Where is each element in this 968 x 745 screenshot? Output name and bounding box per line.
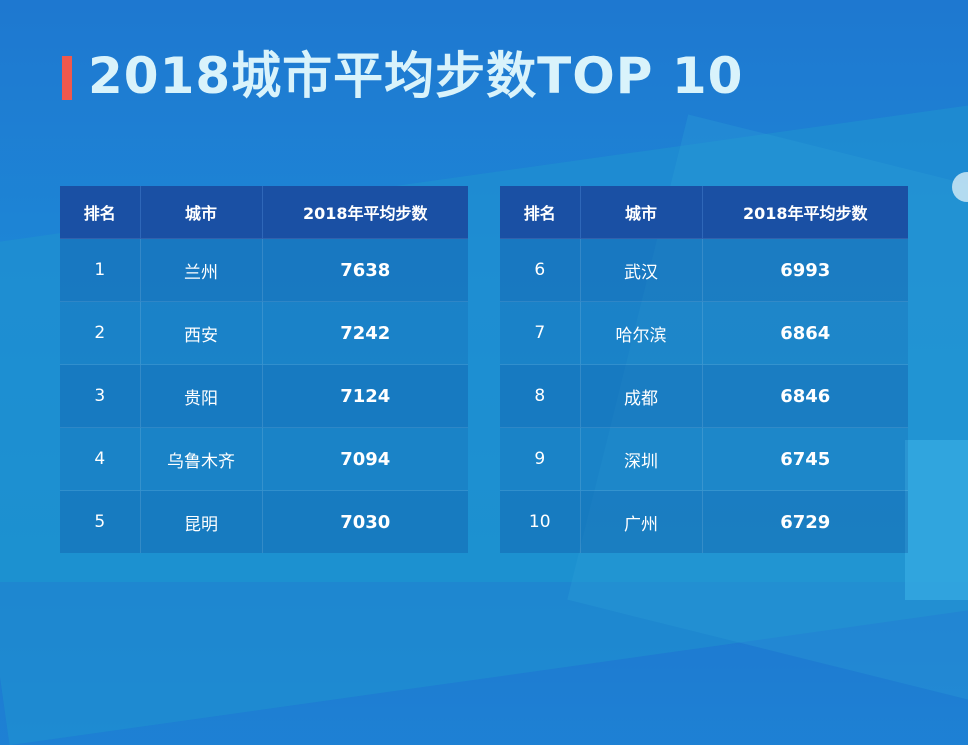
table-row: 3 贵阳 7124 (60, 364, 468, 428)
table-row: 7 哈尔滨 6864 (500, 301, 908, 365)
edge-circle-decoration (952, 172, 968, 202)
steps-cell: 6864 (702, 301, 908, 365)
city-cell: 广州 (580, 490, 703, 553)
table-row: 8 成都 6846 (500, 364, 908, 428)
column-header-rank: 排名 (500, 186, 581, 239)
city-cell: 乌鲁木齐 (140, 427, 263, 491)
city-cell: 西安 (140, 301, 263, 365)
city-cell: 贵阳 (140, 364, 263, 428)
column-header-steps: 2018年平均步数 (262, 186, 468, 239)
steps-cell: 6993 (702, 238, 908, 302)
steps-cell: 7094 (262, 427, 468, 491)
rank-cell: 7 (500, 301, 581, 365)
table-row: 5 昆明 7030 (60, 490, 468, 553)
table-header-row: 排名 城市 2018年平均步数 (500, 186, 908, 239)
table-row: 9 深圳 6745 (500, 427, 908, 491)
steps-cell: 6745 (702, 427, 908, 491)
rank-cell: 2 (60, 301, 141, 365)
table-row: 10 广州 6729 (500, 490, 908, 553)
rank-cell: 5 (60, 490, 141, 553)
background-shape (905, 440, 968, 600)
rank-cell: 8 (500, 364, 581, 428)
column-header-rank: 排名 (60, 186, 141, 239)
steps-cell: 6729 (702, 490, 908, 553)
table-row: 2 西安 7242 (60, 301, 468, 365)
city-cell: 成都 (580, 364, 703, 428)
table-row: 6 武汉 6993 (500, 238, 908, 302)
city-cell: 哈尔滨 (580, 301, 703, 365)
city-cell: 昆明 (140, 490, 263, 553)
column-header-city: 城市 (580, 186, 703, 239)
rank-cell: 9 (500, 427, 581, 491)
rank-cell: 3 (60, 364, 141, 428)
title-accent-bar (62, 56, 72, 100)
table-row: 1 兰州 7638 (60, 238, 468, 302)
steps-cell: 7242 (262, 301, 468, 365)
table-row: 4 乌鲁木齐 7094 (60, 427, 468, 491)
city-cell: 武汉 (580, 238, 703, 302)
rank-cell: 10 (500, 490, 581, 553)
ranking-table-left: 排名 城市 2018年平均步数 1 兰州 7638 2 西安 7242 3 贵阳… (60, 186, 468, 553)
city-cell: 深圳 (580, 427, 703, 491)
column-header-city: 城市 (140, 186, 263, 239)
column-header-steps: 2018年平均步数 (702, 186, 908, 239)
rank-cell: 6 (500, 238, 581, 302)
steps-cell: 7124 (262, 364, 468, 428)
city-cell: 兰州 (140, 238, 263, 302)
rank-cell: 1 (60, 238, 141, 302)
steps-cell: 7030 (262, 490, 468, 553)
rank-cell: 4 (60, 427, 141, 491)
steps-cell: 6846 (702, 364, 908, 428)
ranking-table-right: 排名 城市 2018年平均步数 6 武汉 6993 7 哈尔滨 6864 8 成… (500, 186, 908, 553)
page-title: 2018城市平均步数TOP 10 (88, 47, 744, 105)
steps-cell: 7638 (262, 238, 468, 302)
table-header-row: 排名 城市 2018年平均步数 (60, 186, 468, 239)
